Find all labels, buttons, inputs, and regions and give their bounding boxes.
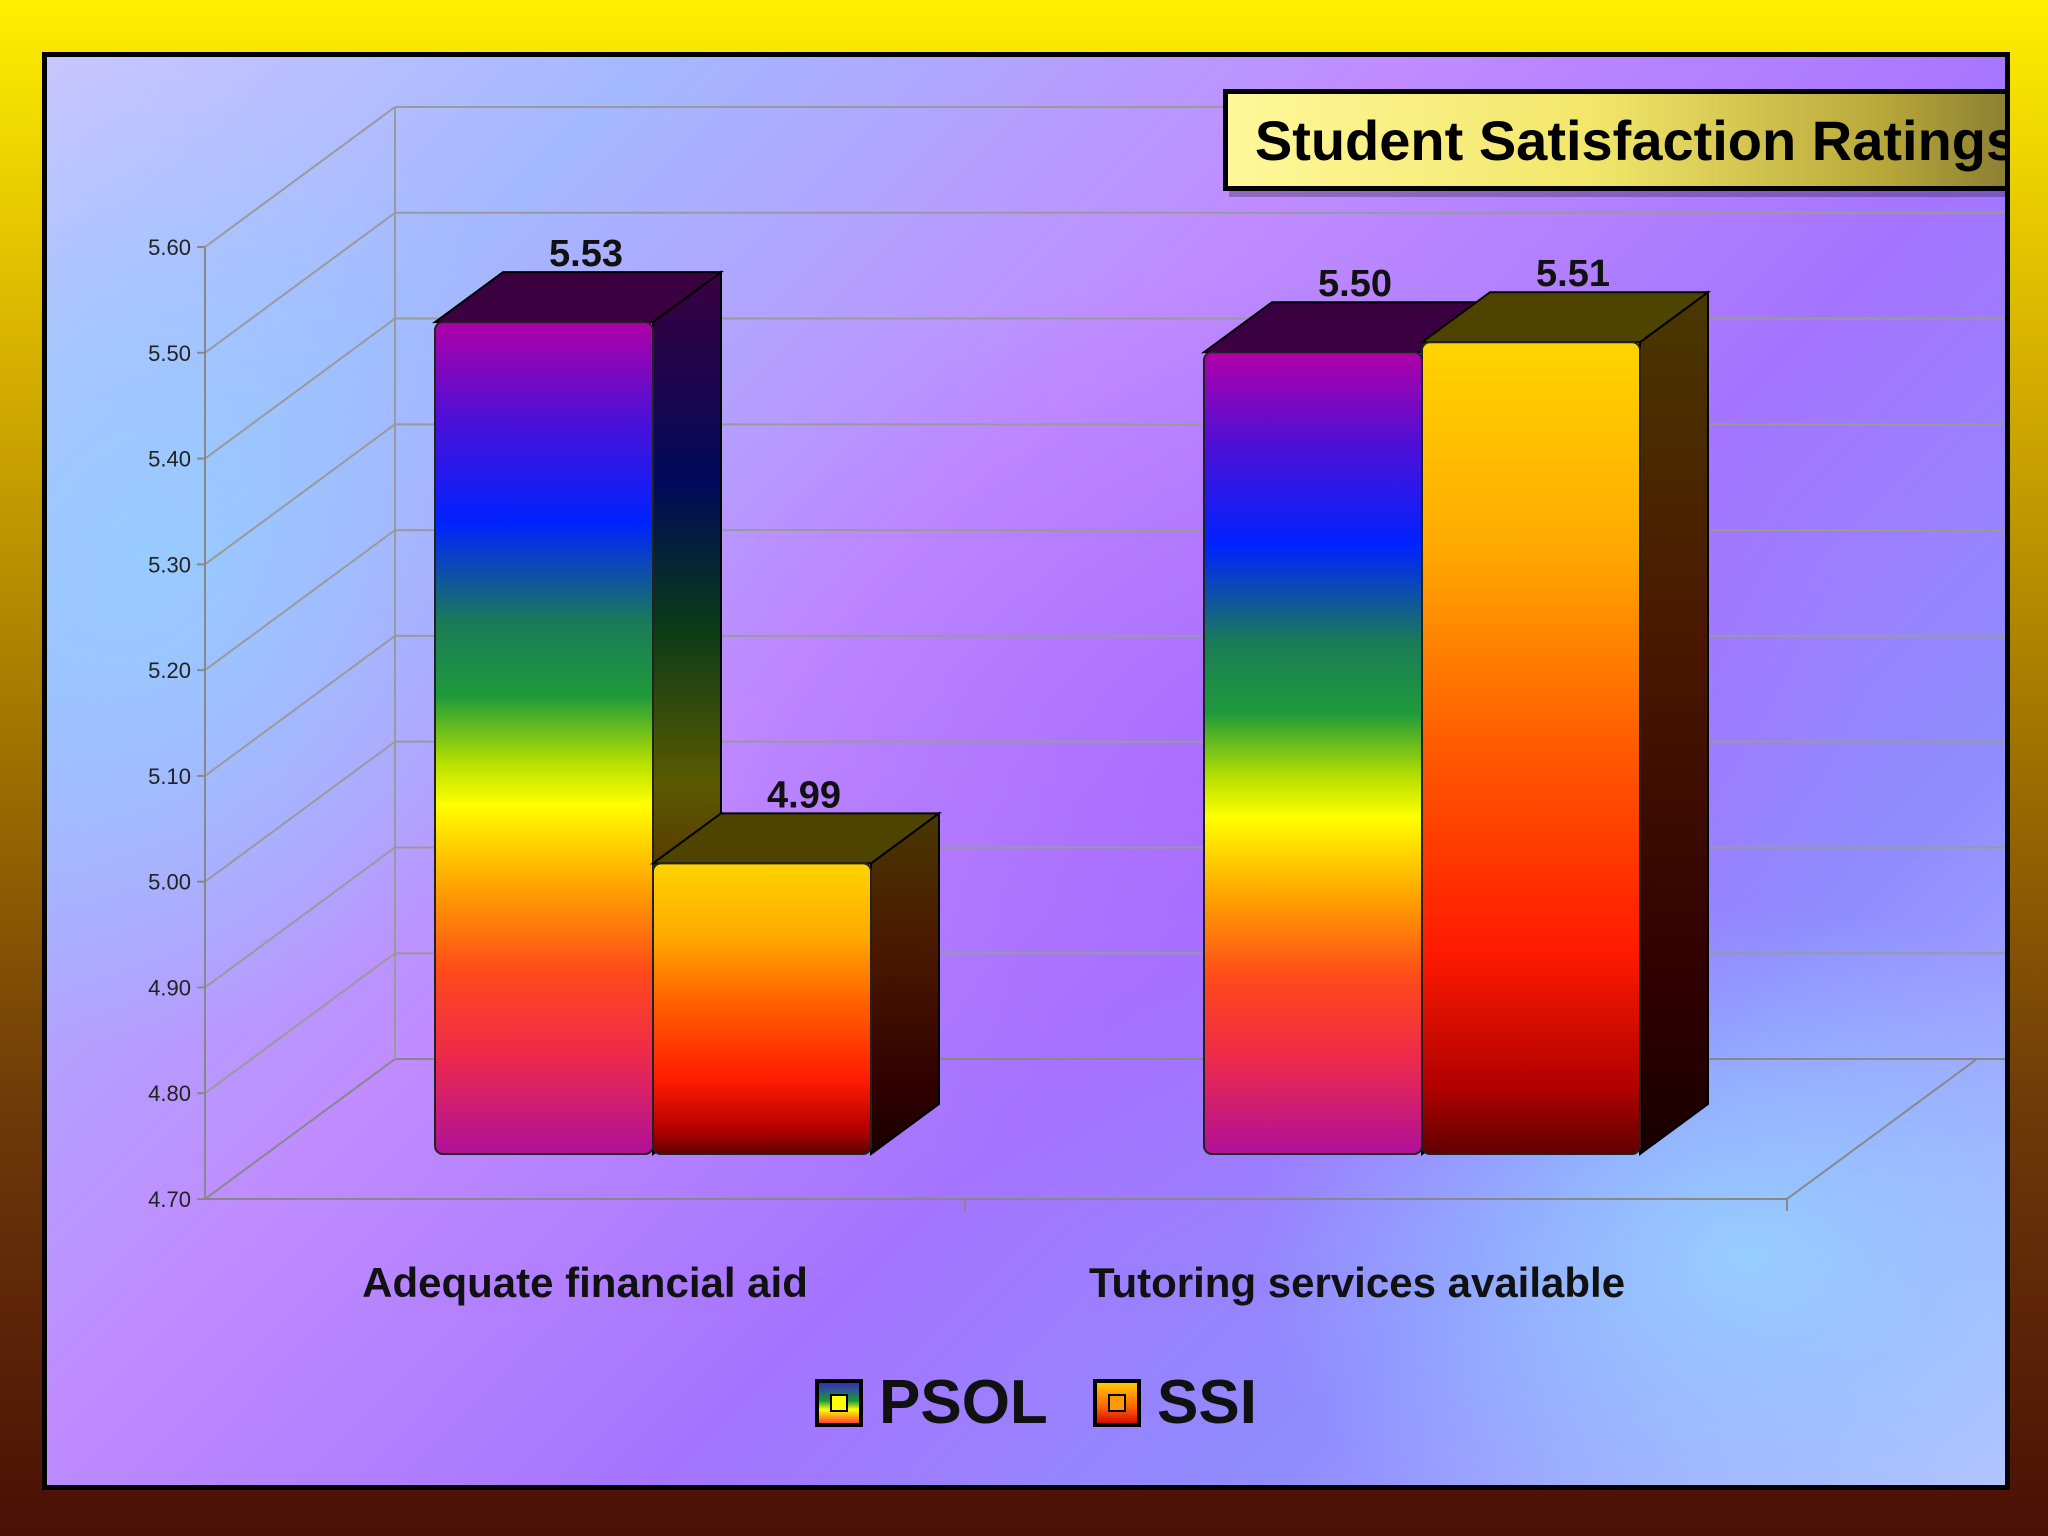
gridline-side	[204, 635, 396, 777]
data-label: 5.51	[1536, 253, 1610, 295]
value-axis: 4.70 4.80 4.90 5.00 5.10 5.20 5.30 5.40 5.50 5.60	[148, 235, 1978, 1212]
bar-side	[870, 811, 940, 1156]
bar-ssi-0	[652, 862, 872, 1155]
y-tick-label: 5.30	[148, 552, 191, 577]
y-tick-label: 5.00	[148, 870, 191, 895]
legend: PSOL SSI	[815, 1368, 1257, 1437]
legend-swatch-core	[830, 1394, 848, 1412]
chart-title-box: Student Satisfaction Ratings	[1223, 89, 2010, 191]
data-label: 4.99	[767, 774, 841, 816]
data-label: 5.53	[549, 233, 623, 275]
y-tick-label: 5.10	[148, 764, 191, 789]
gridline-side	[204, 423, 396, 566]
y-tick-label: 5.60	[148, 235, 191, 260]
y-tick-label: 4.90	[148, 975, 191, 1000]
legend-swatch-core	[1108, 1394, 1126, 1412]
bar-psol-0	[434, 321, 654, 1155]
legend-swatch-ssi	[1093, 1379, 1141, 1427]
bar-ssi-1	[1421, 341, 1641, 1155]
gridline-side	[204, 1058, 396, 1200]
gridline-side	[204, 106, 396, 248]
bar-side	[1639, 290, 1709, 1156]
bar-psol-1	[1203, 351, 1423, 1155]
chart-plot: 4.70 4.80 4.90 5.00 5.10 5.20 5.30 5.40 5.50 5.60…	[148, 106, 2005, 1437]
gridline-side	[204, 317, 396, 460]
category-label: Tutoring services available	[1089, 1259, 1625, 1306]
gridline-side	[204, 529, 396, 671]
y-tick-label: 4.80	[148, 1081, 191, 1106]
gridline-side	[204, 846, 396, 989]
y-tick-label: 4.70	[148, 1187, 191, 1212]
y-tick-label: 5.50	[148, 341, 191, 366]
data-labels: 5.53 4.99 5.50 5.51	[549, 233, 1610, 816]
floor-edge	[1786, 1058, 1978, 1200]
chart-frame: 4.70 4.80 4.90 5.00 5.10 5.20 5.30 5.40 5.50 5.60…	[42, 52, 2010, 1490]
legend-label-psol: PSOL	[879, 1368, 1048, 1437]
data-label: 5.50	[1318, 263, 1392, 305]
gridline-side	[204, 740, 396, 883]
chart-title: Student Satisfaction Ratings	[1254, 108, 2010, 172]
y-tick-label: 5.40	[148, 447, 191, 472]
bars	[431, 270, 1712, 1156]
y-tick-label: 5.20	[148, 658, 191, 683]
category-label: Adequate financial aid	[362, 1259, 808, 1306]
gridline-side	[204, 211, 396, 354]
legend-label-ssi: SSI	[1157, 1368, 1257, 1437]
gridline-side	[204, 952, 396, 1095]
category-axis: Adequate financial aid Tutoring services …	[362, 1259, 1625, 1306]
